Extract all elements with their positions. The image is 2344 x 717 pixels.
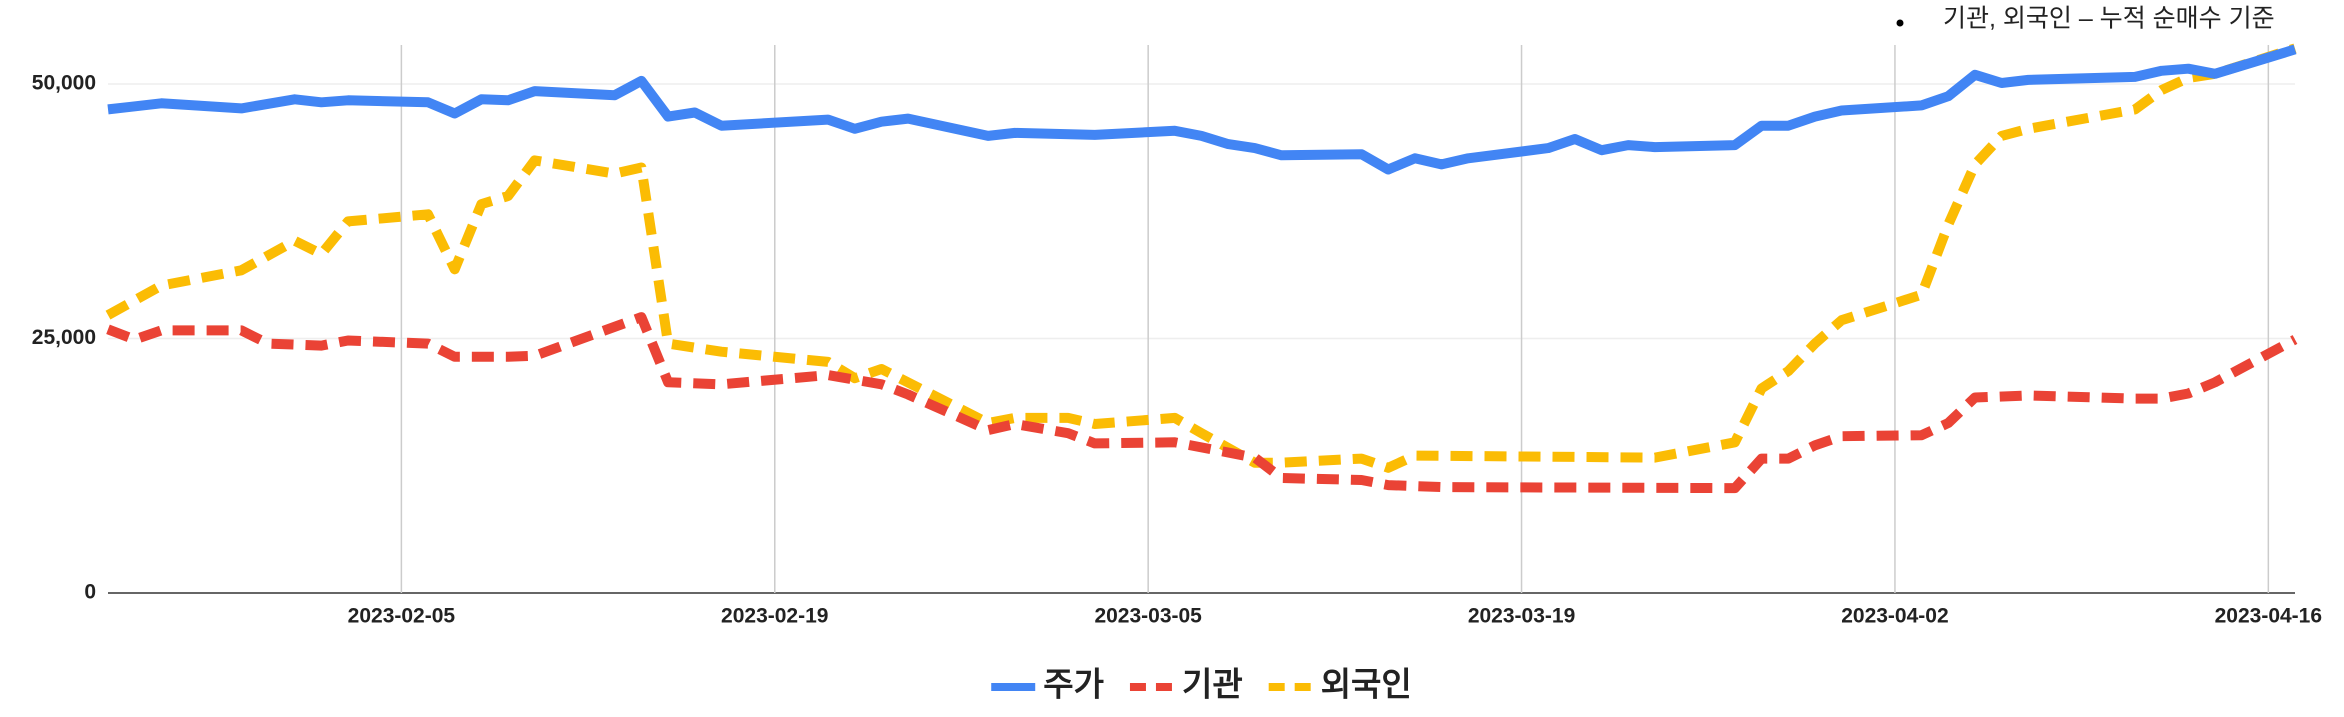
line xyxy=(106,312,2298,494)
x-tick-label: 2023-03-05 xyxy=(1094,605,1202,628)
x-tick-label: 2023-02-05 xyxy=(348,605,456,628)
line xyxy=(105,43,2297,473)
x-tick-label: 2023-03-19 xyxy=(1468,605,1575,628)
annotation: 기관, 외국인 – 누적 순매수 기준 xyxy=(1943,5,2275,33)
y-tick-label: 25,000 xyxy=(32,326,96,349)
legend-label: 주가 xyxy=(1043,666,1104,703)
line xyxy=(107,44,2297,175)
x-tick-label: 2023-04-16 xyxy=(2215,605,2322,628)
legend-label: 외국인 xyxy=(1321,666,1412,703)
x-tick-label: 2023-04-02 xyxy=(1841,605,1948,628)
legend: 주가 기관 외국인 xyxy=(991,666,1412,703)
legend-label: 기관 xyxy=(1182,666,1243,703)
y-tick-label: 0 xyxy=(84,581,96,604)
y-tick-label: 50,000 xyxy=(32,72,96,95)
x-tick-label: 2023-02-19 xyxy=(721,605,828,628)
annotation-bullet xyxy=(1896,19,1904,27)
